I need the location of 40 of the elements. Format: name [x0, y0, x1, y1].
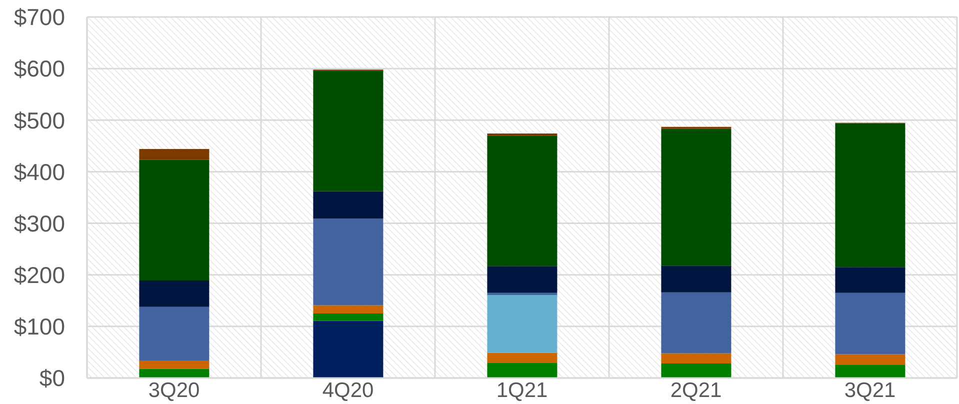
bar	[313, 70, 384, 192]
bar	[487, 136, 558, 266]
y-tick-label: $500	[14, 107, 65, 134]
y-tick-label: $0	[39, 365, 65, 392]
y-tick-label: $600	[14, 56, 65, 82]
x-tick-label: 3Q20	[148, 378, 200, 402]
x-tick-label: 4Q20	[322, 378, 374, 402]
y-tick-label: $700	[14, 4, 65, 30]
bar	[661, 364, 732, 378]
bar	[313, 320, 384, 378]
bar	[313, 218, 384, 306]
bar	[487, 266, 558, 293]
bar	[835, 292, 906, 354]
y-tick-label: $400	[14, 158, 65, 185]
x-tick-label: 1Q21	[496, 378, 548, 402]
bar	[139, 280, 210, 307]
bar	[139, 368, 210, 378]
bar	[139, 160, 210, 281]
bar	[487, 363, 558, 378]
bar	[313, 191, 384, 219]
bar	[313, 305, 384, 314]
bar	[487, 294, 558, 353]
bar	[139, 149, 210, 160]
bar	[661, 128, 732, 266]
bar	[139, 306, 210, 360]
bar	[835, 267, 906, 293]
y-tick-label: $200	[14, 262, 65, 288]
bar	[835, 364, 906, 378]
bar	[487, 352, 558, 364]
bar	[835, 123, 906, 268]
bar	[661, 353, 732, 364]
x-tick-label: 3Q21	[844, 378, 896, 402]
bar	[661, 266, 732, 292]
bar	[313, 314, 384, 321]
bar	[661, 292, 732, 354]
y-tick-label: $300	[14, 210, 65, 236]
y-tick-label: $100	[14, 314, 65, 340]
bar	[139, 360, 210, 369]
bar	[835, 354, 906, 365]
x-tick-label: 2Q21	[670, 378, 722, 402]
